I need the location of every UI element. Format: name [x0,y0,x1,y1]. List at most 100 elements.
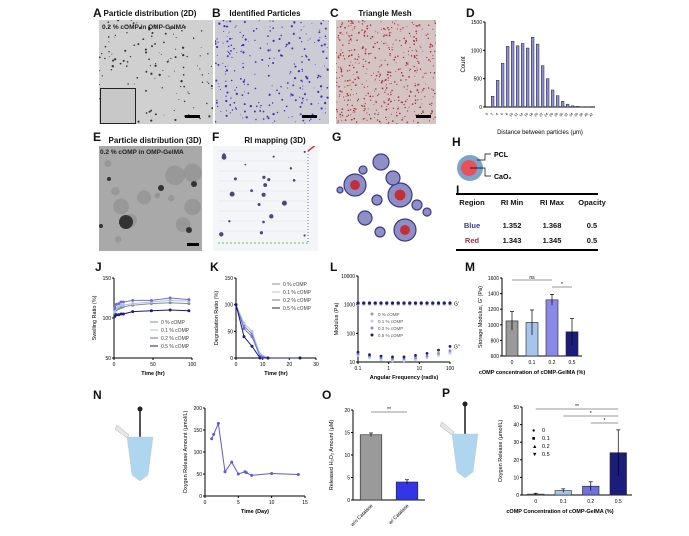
particle-dot [243,79,246,81]
particle-dot [150,35,153,38]
bar [545,299,559,357]
particle-dot [226,40,229,43]
particle-dot [325,57,328,60]
blur-blob [178,149,183,154]
mesh-node [432,65,434,67]
header-ri-max: RI Max [539,198,565,207]
particle-dot [294,65,297,68]
mesh-node [389,71,392,74]
particle-dot [294,99,297,102]
particle-dot [293,77,296,80]
particle-dot [133,44,136,47]
mesh-node [403,37,405,40]
mesh-node [348,64,351,67]
mesh-node [355,108,357,110]
particle-dot [268,57,271,60]
mesh-node [338,38,340,40]
particle [107,177,111,181]
particle-dot [319,36,321,38]
mesh-node [351,49,353,51]
x-tick-label: 38 [578,112,584,118]
particle-dot [269,20,271,22]
data-point [117,302,121,306]
mesh-node [336,81,338,83]
particle-core [350,180,360,190]
series-line [211,421,299,476]
panel-label-h: H [452,135,461,149]
particle-dot [302,119,305,122]
mesh-node [336,117,337,119]
bar [536,43,540,108]
chart-k: 0 50 100 150 0 10 20 30 0 % cOMP 0.1 % cOMP 0.2 % … [214,276,319,377]
panel-label-o: O [322,388,332,402]
data-point [168,298,172,302]
x-tick-label: 100 [188,362,197,368]
mesh-node [415,71,417,73]
mesh-node [387,77,390,79]
mesh-node [346,79,349,82]
mesh-node [351,82,353,84]
mesh-node [417,60,419,63]
bar [576,106,580,108]
particle-dot [244,38,247,41]
mesh-node [347,85,349,87]
mesh-node [407,50,410,52]
x-axis-label: cOMP concentration of cOMP-GelMA (%) [479,370,586,376]
panel-label-l: L [330,260,338,274]
mesh-node [414,83,416,85]
mesh-node [348,42,350,45]
table-row: Blue 1.352 1.368 0.5 [452,221,612,230]
particle-dot [285,45,287,48]
data-point [210,437,214,441]
mesh-node [391,120,394,122]
x-tick-label: 34 [568,112,574,118]
mesh-node [376,95,379,97]
particle-dot [259,106,261,108]
particle-dot [144,48,147,51]
particle-dot [144,51,148,54]
mesh-node [391,46,393,48]
particle-dot [170,57,172,60]
mesh-node [344,119,347,121]
y-axis-label: Storage Modulus, G' (Pa) [478,286,484,348]
mesh-node [405,62,408,65]
particle-dot [150,45,154,48]
particle-dot [328,21,329,22]
bar [506,46,510,108]
gdoubleprime-point [448,351,452,355]
mesh-node [350,118,353,121]
mesh-node [378,93,380,95]
x-tick-label: 0 [113,362,116,368]
mesh-node [431,102,433,105]
bar [496,80,500,108]
mesh-node [415,25,417,27]
legend-swatch [370,312,374,316]
particle-dot [126,61,129,63]
mesh-node [431,45,434,47]
mesh-node [386,26,389,29]
mesh-node [342,52,344,54]
mesh-node [366,27,369,30]
particle [261,192,266,197]
bar [546,78,550,108]
table-top-rule [456,193,598,195]
mesh-node [391,26,393,29]
particle [303,150,306,153]
particle-dot [215,45,219,49]
mesh-node [346,32,348,34]
particle-dot [133,83,135,85]
mesh-node [353,107,356,110]
x-axis-label: Time (hr) [141,371,165,377]
legend-swatch [370,319,374,323]
particle-dot [148,26,151,30]
particle-dot [107,36,110,38]
particle-dot [181,46,185,49]
mesh-node [414,102,417,105]
mesh-node [374,80,376,82]
mesh-node [347,98,349,101]
particle-dot [218,22,221,25]
mesh-node [418,63,420,65]
mesh-node [356,100,359,102]
particle-dot [178,99,180,101]
particle-dot [154,43,157,45]
